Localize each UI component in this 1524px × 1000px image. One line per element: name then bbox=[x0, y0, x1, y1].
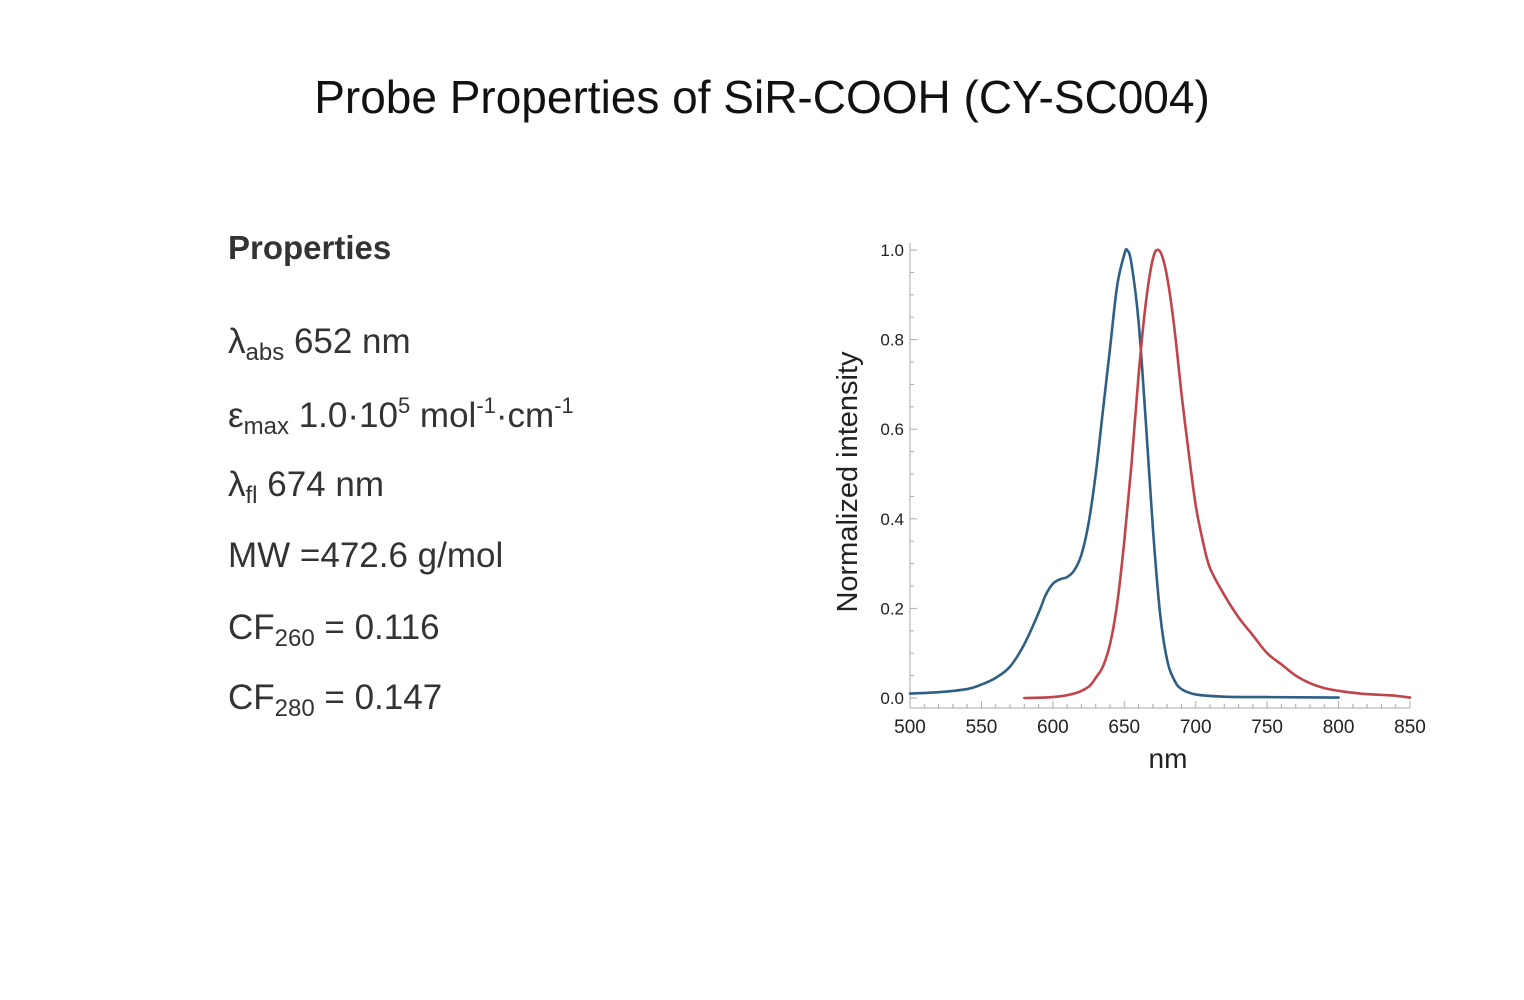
subscript: fl bbox=[245, 482, 258, 509]
page-title: Probe Properties of SiR-COOH (CY-SC004) bbox=[314, 71, 1210, 123]
x-tick-label: 850 bbox=[1394, 717, 1426, 738]
y-axis-label: Normalized intensity bbox=[832, 351, 864, 613]
x-tick-label: 650 bbox=[1108, 717, 1140, 738]
absorption-curve bbox=[908, 247, 1340, 699]
symbol: MW bbox=[228, 536, 291, 575]
x-tick-label: 500 bbox=[894, 717, 926, 738]
subscript: 260 bbox=[274, 625, 315, 652]
symbol: λ bbox=[228, 322, 246, 361]
value: 1.0·10 bbox=[298, 396, 398, 435]
properties-heading: Properties bbox=[228, 229, 392, 266]
prop-lambda-abs: λabs 652 nm bbox=[228, 322, 411, 367]
x-tick-label: 700 bbox=[1180, 717, 1212, 738]
subscript: abs bbox=[245, 339, 285, 366]
chart-axes bbox=[909, 243, 1411, 709]
value: 652 nm bbox=[293, 322, 411, 361]
x-tick-label: 600 bbox=[1037, 717, 1069, 738]
y-tick-label: 0.0 bbox=[880, 689, 904, 708]
exponent: -1 bbox=[554, 393, 574, 418]
y-tick-label: 0.8 bbox=[880, 331, 904, 350]
properties-panel: Properties λabs 652 nm εmax 1.0·105 mol-… bbox=[228, 228, 574, 722]
emission-curve bbox=[1022, 248, 1412, 700]
value: =472.6 g/mol bbox=[290, 536, 504, 575]
subscript: 280 bbox=[274, 695, 315, 722]
y-tick-label: 1.0 bbox=[880, 241, 904, 260]
y-tick-label: 0.6 bbox=[880, 420, 904, 439]
value: 674 nm bbox=[267, 465, 384, 504]
value: = 0.116 bbox=[314, 608, 440, 647]
value: = 0.147 bbox=[314, 678, 443, 717]
chart-series bbox=[908, 247, 1412, 700]
x-tick-label: 550 bbox=[966, 717, 998, 738]
symbol: CF bbox=[228, 608, 275, 647]
unit: mol bbox=[410, 396, 477, 435]
symbol: CF bbox=[228, 678, 275, 717]
unit: ·cm bbox=[495, 396, 555, 435]
prop-cf260: CF260 = 0.116 bbox=[228, 608, 440, 653]
x-axis-label: nm bbox=[1149, 743, 1188, 774]
x-tick-label: 800 bbox=[1323, 717, 1355, 738]
y-tick-label: 0.4 bbox=[880, 510, 904, 529]
prop-lambda-fl: λfl 674 nm bbox=[228, 465, 384, 510]
x-tick-label: 750 bbox=[1251, 717, 1283, 738]
subscript: max bbox=[243, 413, 289, 440]
exponent: 5 bbox=[397, 393, 411, 418]
prop-cf280: CF280 = 0.147 bbox=[228, 678, 442, 723]
prop-epsilon-max: εmax 1.0·105 mol-1·cm-1 bbox=[228, 393, 574, 441]
symbol: ε bbox=[228, 396, 244, 435]
y-tick-label: 0.2 bbox=[880, 599, 904, 618]
prop-mw: MW =472.6 g/mol bbox=[228, 536, 503, 576]
exponent: -1 bbox=[476, 393, 496, 418]
chart-labels: 0.0 0.2 0.4 0.6 0.8 1.0 500 550 600 650 700 750 800 8… bbox=[832, 241, 1426, 774]
symbol: λ bbox=[228, 465, 246, 504]
